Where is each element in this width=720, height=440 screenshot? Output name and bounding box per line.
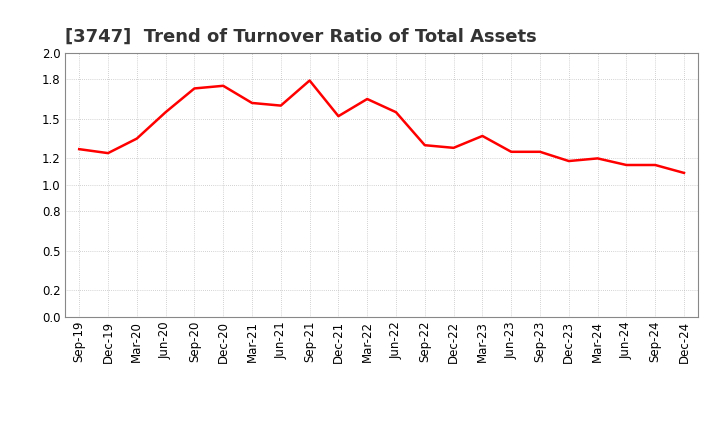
Text: [3747]  Trend of Turnover Ratio of Total Assets: [3747] Trend of Turnover Ratio of Total … xyxy=(65,28,536,46)
